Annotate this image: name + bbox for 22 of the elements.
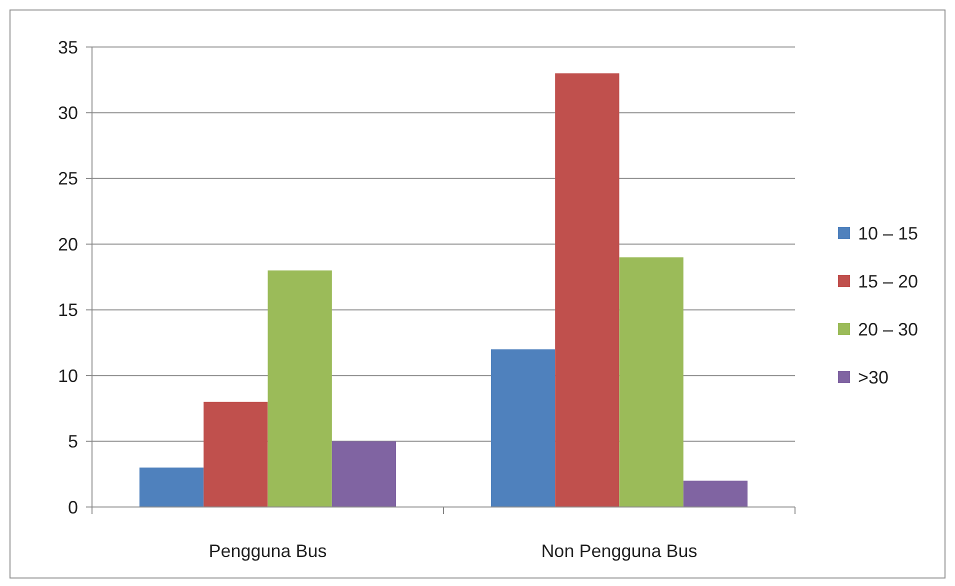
legend-label: 20 – 30: [858, 319, 918, 340]
x-tick-label: Pengguna Bus: [208, 541, 327, 561]
legend-label: 10 – 15: [858, 223, 918, 244]
bar: [555, 73, 620, 507]
y-tick-label: 30: [58, 103, 78, 124]
bar: [204, 402, 268, 507]
bar: [268, 270, 332, 507]
y-tick-label: 25: [58, 168, 78, 189]
bar: [619, 257, 684, 507]
x-tick-label: Non Pengguna Bus: [541, 541, 698, 561]
bar: [490, 349, 556, 507]
y-tick-label: 5: [68, 432, 78, 452]
legend-label: 15 – 20: [858, 271, 918, 292]
legend-label: >30: [858, 367, 889, 388]
y-tick-label: 0: [68, 497, 78, 518]
y-tick-label: 15: [58, 300, 78, 320]
y-tick-label: 20: [58, 234, 78, 254]
y-tick-label: 10: [58, 366, 78, 386]
y-tick-label: 35: [58, 37, 78, 58]
bar: [332, 441, 396, 507]
bar: [139, 468, 204, 507]
bar: [683, 480, 748, 507]
